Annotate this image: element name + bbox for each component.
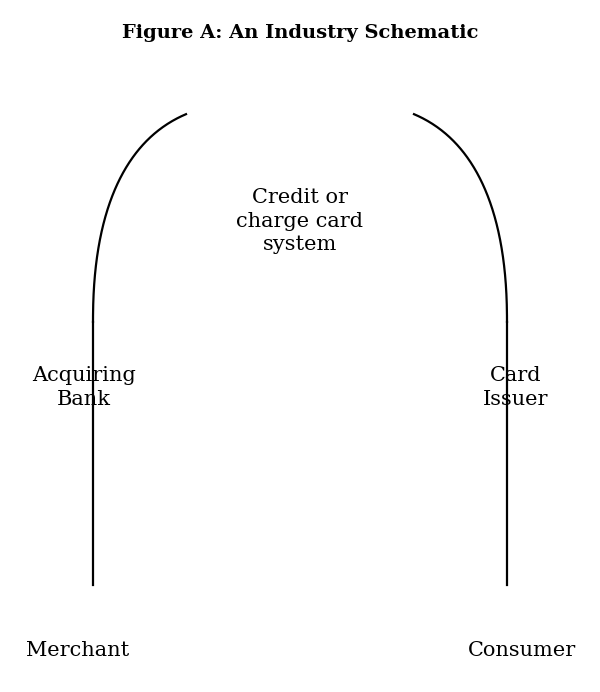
Text: Merchant: Merchant [26,641,130,660]
Text: Consumer: Consumer [468,641,576,660]
Text: Credit or
charge card
system: Credit or charge card system [236,188,364,255]
Text: Card
Issuer: Card Issuer [483,366,549,409]
Text: Figure A: An Industry Schematic: Figure A: An Industry Schematic [122,24,478,42]
Text: Acquiring
Bank: Acquiring Bank [32,366,136,409]
